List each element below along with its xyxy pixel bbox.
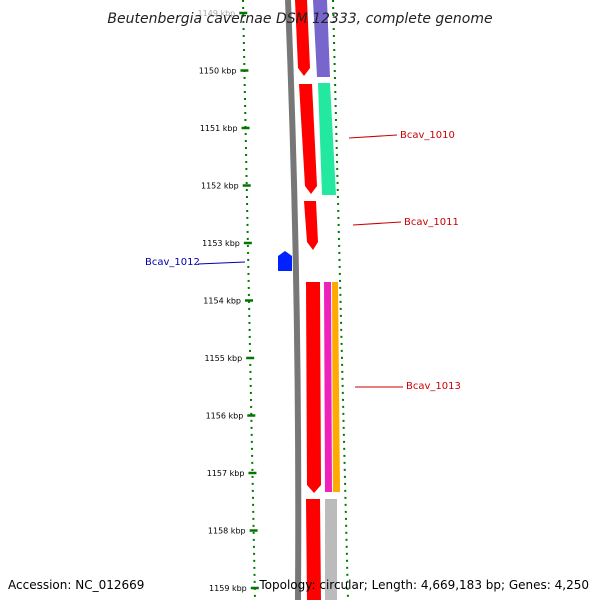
- feature-magenta: [324, 282, 332, 492]
- cds-block: [306, 499, 321, 600]
- gene-label-bcav-1013: Bcav_1013: [355, 381, 461, 392]
- gene-label-text: Bcav_1011: [404, 217, 459, 228]
- gene-label-bcav-1011: Bcav_1011: [352, 217, 459, 228]
- map-title: Beutenbergia cavernae DSM 12333, complet…: [107, 11, 492, 27]
- cds-block-bcav-1011: [304, 201, 318, 250]
- scale-ruler: 1149 kbp 1150 kbp 1151 kbp 1152 kbp 1153 kbp…: [198, 0, 259, 600]
- ruler-tick-label: 1159 kbp: [209, 584, 247, 593]
- feature-purple: [313, 0, 330, 77]
- feature-orange: [332, 282, 340, 492]
- ruler-tick-label: 1153 kbp: [202, 239, 240, 248]
- cds-track: [295, 0, 321, 600]
- gene-bcav-1012-arrow: [278, 251, 292, 271]
- cds-block-bcav-1013: [306, 282, 321, 493]
- ruler-tick-label: 1156 kbp: [206, 412, 244, 421]
- rna-track: [313, 0, 340, 600]
- gene-label-bcav-1010: Bcav_1010: [348, 130, 455, 141]
- gene-label-text: Bcav_1013: [406, 381, 461, 392]
- ruler-tick-label: 1152 kbp: [201, 182, 239, 191]
- topology-text: Topology: circular; Length: 4,669,183 bp…: [259, 578, 589, 592]
- ruler-tick-label: 1157 kbp: [207, 469, 245, 478]
- cds-block-bcav-1010: [299, 84, 317, 194]
- ruler-tick-label: 1151 kbp: [200, 124, 238, 133]
- ruler-tick-label: 1155 kbp: [204, 354, 242, 363]
- genome-backbone: [285, 0, 302, 600]
- ruler-tick-label: 1150 kbp: [199, 67, 237, 76]
- feature-gray: [325, 499, 337, 600]
- gene-label-bcav-1012: Bcav_1012: [145, 257, 246, 268]
- ruler-tick-label: 1158 kbp: [208, 527, 246, 536]
- gene-label-text: Bcav_1012: [145, 257, 200, 268]
- gene-label-text: Bcav_1010: [400, 130, 455, 141]
- ruler-tick-label: 1149 kbp: [198, 9, 236, 18]
- ruler-tick-label: 1154 kbp: [203, 297, 241, 306]
- feature-teal: [318, 83, 336, 195]
- accession-text: Accession: NC_012669: [8, 578, 145, 592]
- cds-block: [295, 0, 310, 76]
